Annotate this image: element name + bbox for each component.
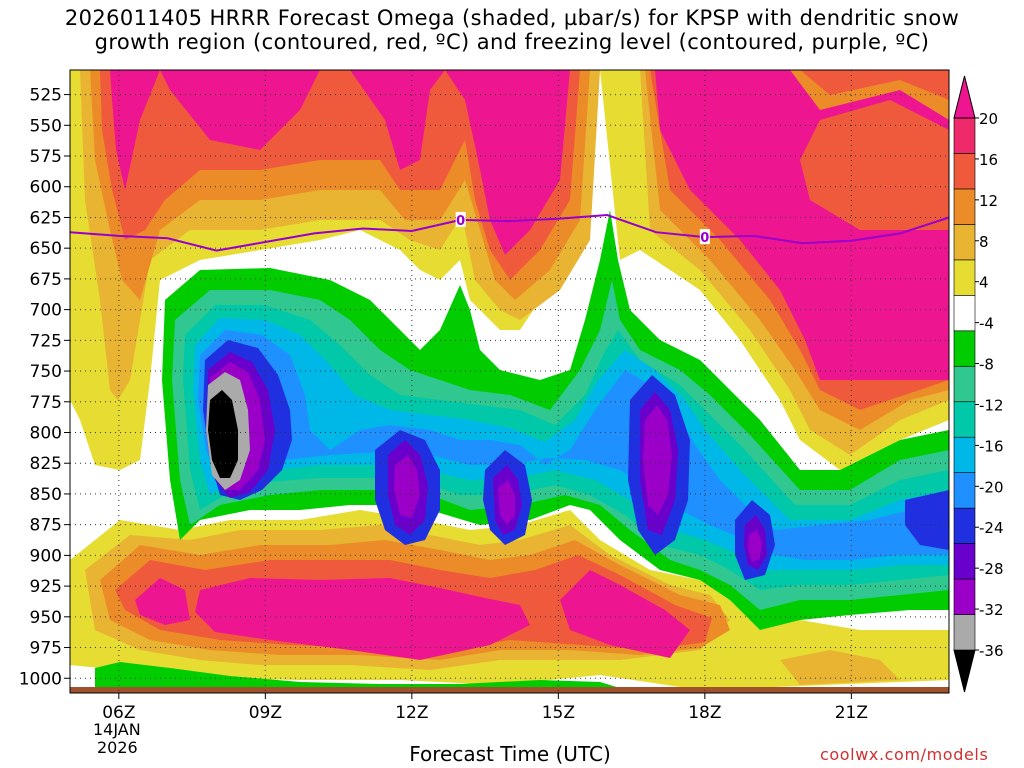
y-tick-label: 550 — [30, 116, 62, 136]
y-tick-label: 625 — [30, 208, 62, 228]
x-tick-label: 18Z — [688, 703, 721, 723]
freezing-label-bg — [455, 211, 466, 227]
colorbar-label: -32 — [979, 601, 1004, 619]
omega-shaded-field — [70, 70, 949, 693]
colorbar-arrow-top — [953, 75, 976, 119]
y-tick-label: 800 — [30, 423, 62, 443]
plot-frame — [69, 69, 950, 694]
x-date-line-2: 2026 — [97, 738, 138, 757]
colorbar-swatch — [953, 224, 976, 261]
lower-sinking-magenta-main — [195, 578, 530, 660]
x-tick-label: 09Z — [249, 703, 282, 723]
x-axis-label: Forecast Time (UTC) — [409, 742, 611, 766]
colorbar-label: -20 — [979, 478, 1004, 496]
y-tick-label: 525 — [30, 86, 62, 106]
near-surface-green — [95, 662, 620, 690]
colorbar-label: 4 — [979, 274, 989, 292]
upper-sinking-magenta — [110, 70, 949, 380]
colorbar-swatch — [953, 614, 976, 651]
colorbar-swatch — [953, 472, 976, 509]
colorbar-swatch — [953, 436, 976, 473]
colorbar-label: 12 — [979, 192, 998, 210]
y-tick-label: 650 — [30, 239, 62, 259]
y-tick-label: 850 — [30, 485, 62, 505]
x-tick-label: 12Z — [395, 703, 428, 723]
colorbar-swatch — [953, 365, 976, 403]
colorbar-label: 20 — [979, 110, 998, 128]
colorbar-swatch — [953, 401, 976, 438]
freezing-level-label: 0 — [700, 231, 709, 246]
colorbar-arrow-bottom — [953, 649, 976, 693]
lower-sinking-magenta-west — [135, 578, 190, 625]
x-tick-label: 06Z — [102, 703, 135, 723]
x-tick-label: 21Z — [835, 703, 868, 723]
title-line-2: growth region (contoured, red, ºC) and f… — [94, 30, 930, 54]
rising-black — [208, 390, 238, 478]
y-tick-label: 925 — [30, 577, 62, 597]
y-tick-label: 750 — [30, 362, 62, 382]
colorbar-swatch — [953, 543, 976, 580]
y-tick-label: 975 — [30, 639, 62, 659]
terrain-band — [70, 687, 949, 693]
credit-link[interactable]: coolwx.com/models — [820, 745, 989, 764]
colorbar-swatch — [953, 188, 976, 225]
x-tick-label: 15Z — [542, 703, 575, 723]
colorbar-label: -24 — [979, 519, 1004, 537]
colorbar-swatch — [953, 295, 976, 332]
rising-blue — [198, 330, 949, 560]
lower-sinking-magenta-east — [560, 570, 690, 658]
upper-right-red-patch — [800, 70, 949, 100]
freezing-level-label: 0 — [456, 214, 465, 229]
y-tick-label: 725 — [30, 331, 62, 351]
y-tick-label: 700 — [30, 301, 62, 321]
freezing-label-bg — [699, 229, 710, 245]
colorbar-label: -28 — [979, 560, 1004, 578]
colorbar-label: -12 — [979, 396, 1004, 414]
colorbar-swatch — [953, 507, 976, 544]
colorbar-label: -36 — [979, 642, 1004, 660]
freezing-level-polyline — [69, 213, 950, 252]
y-tick-label: 875 — [30, 516, 62, 536]
x-axis: 06Z 09Z 12Z 15Z 18Z 21Z — [102, 693, 868, 723]
colorbar-label: 8 — [979, 233, 989, 251]
y-tick-label: 575 — [30, 147, 62, 167]
colorbar-label: -8 — [979, 356, 994, 374]
y-tick-label: 950 — [30, 608, 62, 628]
title-line-1: 2026011405 HRRR Forecast Omega (shaded, … — [64, 6, 960, 30]
y-tick-label: 600 — [30, 178, 62, 198]
colorbar-swatch — [953, 259, 976, 296]
y-tick-label: 900 — [30, 546, 62, 566]
y-tick-label: 675 — [30, 270, 62, 290]
colorbar-swatch — [953, 578, 976, 615]
x-date-line-1: 14JAN — [93, 720, 141, 739]
rising-purple — [209, 362, 762, 562]
chart-title: 2026011405 HRRR Forecast Omega (shaded, … — [0, 6, 1024, 54]
y-axis: 525 550 575 600 625 650 675 700 725 750 775 800 825 8… — [19, 86, 70, 689]
rising-royal-blue — [203, 340, 949, 580]
y-tick-label: 825 — [30, 454, 62, 474]
colorbar-swatch — [953, 330, 976, 367]
colorbar-swatch — [953, 117, 976, 154]
colorbar-label: -4 — [979, 315, 994, 333]
freezing-level-line: 00 — [69, 211, 950, 252]
colorbar-swatch — [953, 153, 976, 190]
colorbar: 20 16 12 8 4 -4 -8 -12 -16 -20 -24 -28 -32 -36 — [953, 75, 1004, 693]
colorbar-label: -16 — [979, 437, 1004, 455]
y-tick-label: 775 — [30, 393, 62, 413]
y-tick-label: 1000 — [19, 669, 62, 689]
colorbar-label: 16 — [979, 151, 998, 169]
